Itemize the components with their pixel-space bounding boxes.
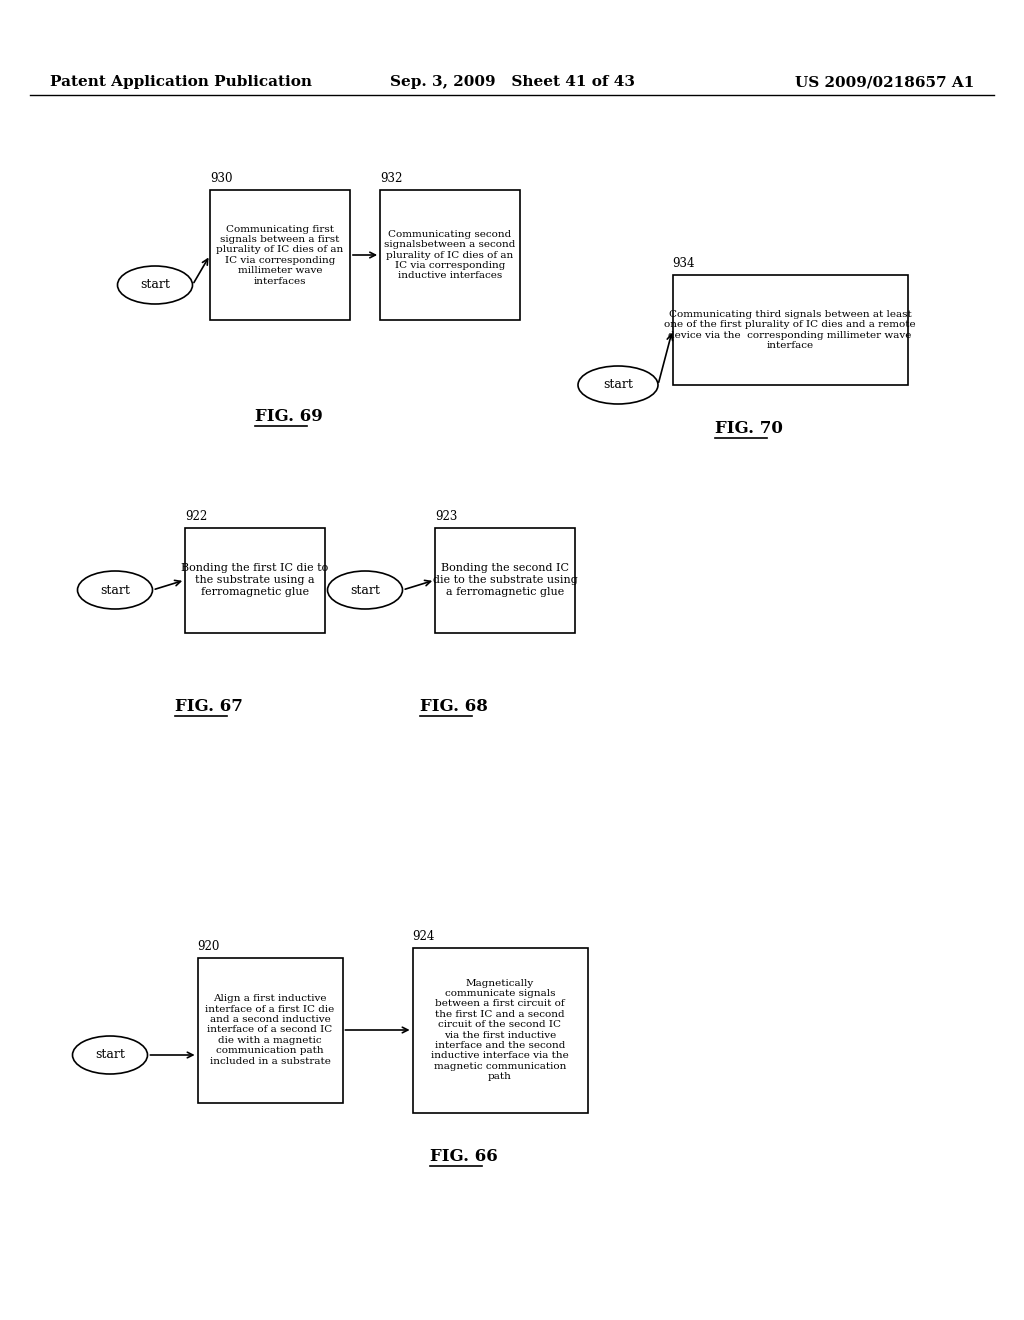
Text: FIG. 69: FIG. 69 [255,408,323,425]
Text: Communicating third signals between at least
one of the first plurality of IC di: Communicating third signals between at l… [665,310,915,350]
Bar [413,948,588,1113]
Bar [198,957,342,1102]
Text: 924: 924 [413,929,435,942]
Bar [380,190,520,319]
Text: Communicating second
signalsbetween a second
plurality of IC dies of an
IC via c: Communicating second signalsbetween a se… [384,230,516,280]
Bar [210,190,350,319]
Text: Patent Application Publication: Patent Application Publication [50,75,312,88]
Text: 923: 923 [435,510,458,523]
Bar [185,528,325,632]
Text: start: start [100,583,130,597]
Text: Bonding the second IC
die to the substrate using
a ferromagnetic glue: Bonding the second IC die to the substra… [432,564,578,597]
Text: start: start [140,279,170,292]
Text: 920: 920 [198,940,220,953]
Text: Magnetically
communicate signals
between a first circuit of
the first IC and a s: Magnetically communicate signals between… [431,978,569,1081]
Text: Communicating first
signals between a first
plurality of IC dies of an
IC via co: Communicating first signals between a fi… [216,224,344,285]
Text: start: start [95,1048,125,1061]
Text: FIG. 66: FIG. 66 [430,1148,498,1166]
Text: FIG. 67: FIG. 67 [175,698,243,715]
Text: Bonding the first IC die to
the substrate using a
ferromagnetic glue: Bonding the first IC die to the substrat… [181,564,329,597]
Text: 922: 922 [185,510,207,523]
Text: 934: 934 [673,257,695,271]
Text: Align a first inductive
interface of a first IC die
and a second inductive
inter: Align a first inductive interface of a f… [206,994,335,1065]
Text: start: start [350,583,380,597]
Text: 930: 930 [210,172,232,185]
Text: FIG. 70: FIG. 70 [715,420,783,437]
Text: 932: 932 [380,172,402,185]
Text: start: start [603,379,633,392]
Bar [435,528,575,632]
Text: US 2009/0218657 A1: US 2009/0218657 A1 [795,75,974,88]
Text: Sep. 3, 2009   Sheet 41 of 43: Sep. 3, 2009 Sheet 41 of 43 [389,75,635,88]
Text: FIG. 68: FIG. 68 [420,698,487,715]
Bar [673,275,907,385]
